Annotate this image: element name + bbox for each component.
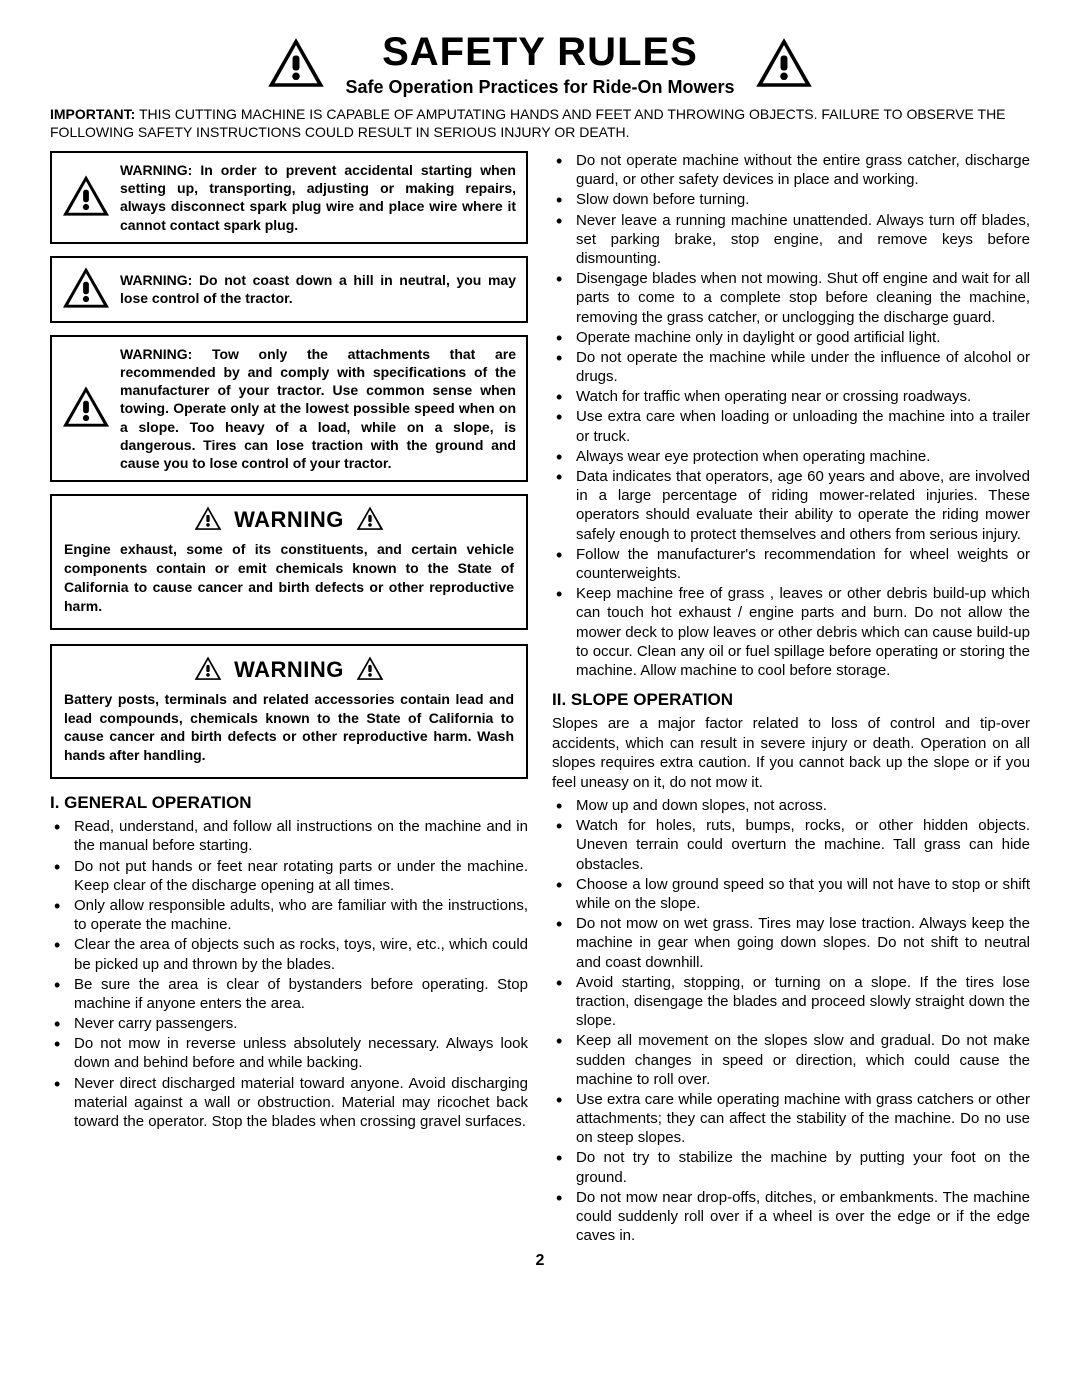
warning-icon: [62, 174, 110, 221]
list-item: Disengage blades when not mowing. Shut o…: [552, 269, 1030, 327]
list-item: Do not mow in reverse unless absolutely …: [50, 1034, 528, 1072]
list-item: Do not operate the machine while under t…: [552, 348, 1030, 386]
important-note: IMPORTANT: THIS CUTTING MACHINE IS CAPAB…: [50, 106, 1030, 141]
warning-box-text: WARNING: Do not coast down a hill in neu…: [120, 271, 516, 307]
warning-box: WARNING: Tow only the attachments that a…: [50, 335, 528, 482]
slope-operation-list: Mow up and down slopes, not across.Watch…: [552, 796, 1030, 1245]
list-item: Do not operate machine without the entir…: [552, 151, 1030, 189]
list-item: Watch for holes, ruts, bumps, rocks, or …: [552, 816, 1030, 874]
left-column: WARNING: In order to prevent accidental …: [50, 151, 528, 1246]
list-item: Never direct discharged material toward …: [50, 1074, 528, 1132]
list-item: Use extra care while operating machine w…: [552, 1090, 1030, 1148]
list-item: Operate machine only in daylight or good…: [552, 328, 1030, 347]
warning-icon: [356, 656, 384, 684]
list-item: Slow down before turning.: [552, 190, 1030, 209]
page-header: SAFETY RULES Safe Operation Practices fo…: [50, 30, 1030, 98]
list-item: Only allow responsible adults, who are f…: [50, 896, 528, 934]
warning-icon: [267, 37, 325, 92]
list-item: Use extra care when loading or unloading…: [552, 407, 1030, 445]
warning-box-text: WARNING: In order to prevent accidental …: [120, 161, 516, 234]
main-title: SAFETY RULES: [345, 30, 734, 75]
right-column: Do not operate machine without the entir…: [552, 151, 1030, 1246]
list-item: Never leave a running machine unattended…: [552, 211, 1030, 269]
warning-box: WARNING: In order to prevent accidental …: [50, 151, 528, 244]
warning-box: WARNING: Do not coast down a hill in neu…: [50, 256, 528, 323]
list-item: Do not try to stabilize the machine by p…: [552, 1148, 1030, 1186]
warning-block-body: Battery posts, terminals and related acc…: [64, 690, 514, 766]
list-item: Do not put hands or feet near rotating p…: [50, 857, 528, 895]
list-item: Keep machine free of grass , leaves or o…: [552, 584, 1030, 680]
important-text: THIS CUTTING MACHINE IS CAPABLE OF AMPUT…: [50, 106, 1006, 140]
list-item: Follow the manufacturer's recommendation…: [552, 545, 1030, 583]
warning-icon: [62, 385, 110, 432]
warning-icon: [755, 37, 813, 92]
warning-heading: WARNING: [234, 507, 344, 533]
list-item: Watch for traffic when operating near or…: [552, 387, 1030, 406]
page-number: 2: [50, 1252, 1030, 1270]
list-item: Read, understand, and follow all instruc…: [50, 817, 528, 855]
warning-icon: [356, 506, 384, 534]
list-item: Data indicates that operators, age 60 ye…: [552, 467, 1030, 544]
warning-block: WARNING Engine exhaust, some of its cons…: [50, 494, 528, 630]
list-item: Always wear eye protection when operatin…: [552, 447, 1030, 466]
general-operation-list-right: Do not operate machine without the entir…: [552, 151, 1030, 680]
list-item: Mow up and down slopes, not across.: [552, 796, 1030, 815]
list-item: Do not mow near drop-offs, ditches, or e…: [552, 1188, 1030, 1246]
warning-icon: [62, 266, 110, 313]
list-item: Choose a low ground speed so that you wi…: [552, 875, 1030, 913]
list-item: Keep all movement on the slopes slow and…: [552, 1031, 1030, 1089]
list-item: Clear the area of objects such as rocks,…: [50, 935, 528, 973]
warning-block-body: Engine exhaust, some of its constituents…: [64, 540, 514, 616]
warning-box-text: WARNING: Tow only the attachments that a…: [120, 345, 516, 472]
general-operation-list-left: Read, understand, and follow all instruc…: [50, 817, 528, 1131]
warning-icon: [194, 506, 222, 534]
list-item: Avoid starting, stopping, or turning on …: [552, 973, 1030, 1031]
warning-icon: [194, 656, 222, 684]
list-item: Do not mow on wet grass. Tires may lose …: [552, 914, 1030, 972]
slope-intro: Slopes are a major factor related to los…: [552, 714, 1030, 792]
subtitle: Safe Operation Practices for Ride-On Mow…: [345, 77, 734, 98]
list-item: Never carry passengers.: [50, 1014, 528, 1033]
warning-block: WARNING Battery posts, terminals and rel…: [50, 644, 528, 780]
section-title-slope: II. SLOPE OPERATION: [552, 690, 1030, 710]
list-item: Be sure the area is clear of bystanders …: [50, 975, 528, 1013]
warning-heading: WARNING: [234, 657, 344, 683]
section-title-general: I. GENERAL OPERATION: [50, 793, 528, 813]
important-label: IMPORTANT:: [50, 106, 135, 122]
